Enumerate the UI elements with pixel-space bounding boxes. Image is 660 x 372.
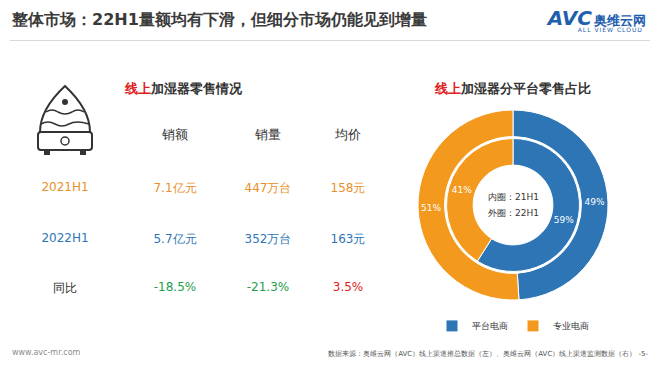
svg-text:59%: 59% [554,215,574,225]
html-text:-18.5%: -18.5% [153,280,197,294]
html-text:ALL VIEW CLOUD: ALL VIEW CLOUD [577,26,643,33]
html-text:线上加湿器零售情况: 线上加湿器零售情况 [125,81,242,96]
svg-text:外圈：22H1: 外圈：22H1 [488,208,539,218]
html-text:同比: 同比 [53,281,77,295]
svg-text:41%: 41% [452,185,472,195]
html-text:销额: 销额 [162,127,188,142]
svg-text:专业电商: 专业电商 [553,321,589,331]
html-text:3.5%: 3.5% [332,280,364,294]
html-text:AVC奥维云网: AVC奥维云网 [547,6,646,30]
html-text:352万台: 352万台 [244,232,292,246]
html-text:整体市场：22H1量额均有下滑，但细分市场仍能见到增量: 整体市场：22H1量额均有下滑，但细分市场仍能见到增量 [12,10,427,29]
html-text:数据来源：奥维云网（AVC）线上渠道推总数据（左）、奥维云网: 数据来源：奥维云网（AVC）线上渠道推总数据（左）、奥维云网（AVC）线上渠道监… [328,350,648,358]
html-text:-21.3%: -21.3% [246,280,290,294]
html-text:www.avc-mr.com: www.avc-mr.com [12,348,81,357]
svg-text:51%: 51% [421,203,441,213]
html-text:销量: 销量 [255,127,281,142]
html-text:447万台: 447万台 [244,181,292,195]
html-text:2021H1: 2021H1 [41,180,89,194]
html-text:7.1亿元: 7.1亿元 [153,181,197,195]
svg-text:内圈：21H1: 内圈：21H1 [488,192,539,202]
html-text:均价: 均价 [335,127,361,142]
html-text:163元: 163元 [330,232,366,246]
svg-text:49%: 49% [584,197,604,207]
html-text:158元: 158元 [330,181,366,195]
html-text:线上加湿器分平台零售占比: 线上加湿器分平台零售占比 [435,81,591,96]
html-text:2022H1: 2022H1 [41,231,89,245]
html-text:5.7亿元: 5.7亿元 [153,232,197,246]
svg-text:平台电商: 平台电商 [472,321,508,331]
